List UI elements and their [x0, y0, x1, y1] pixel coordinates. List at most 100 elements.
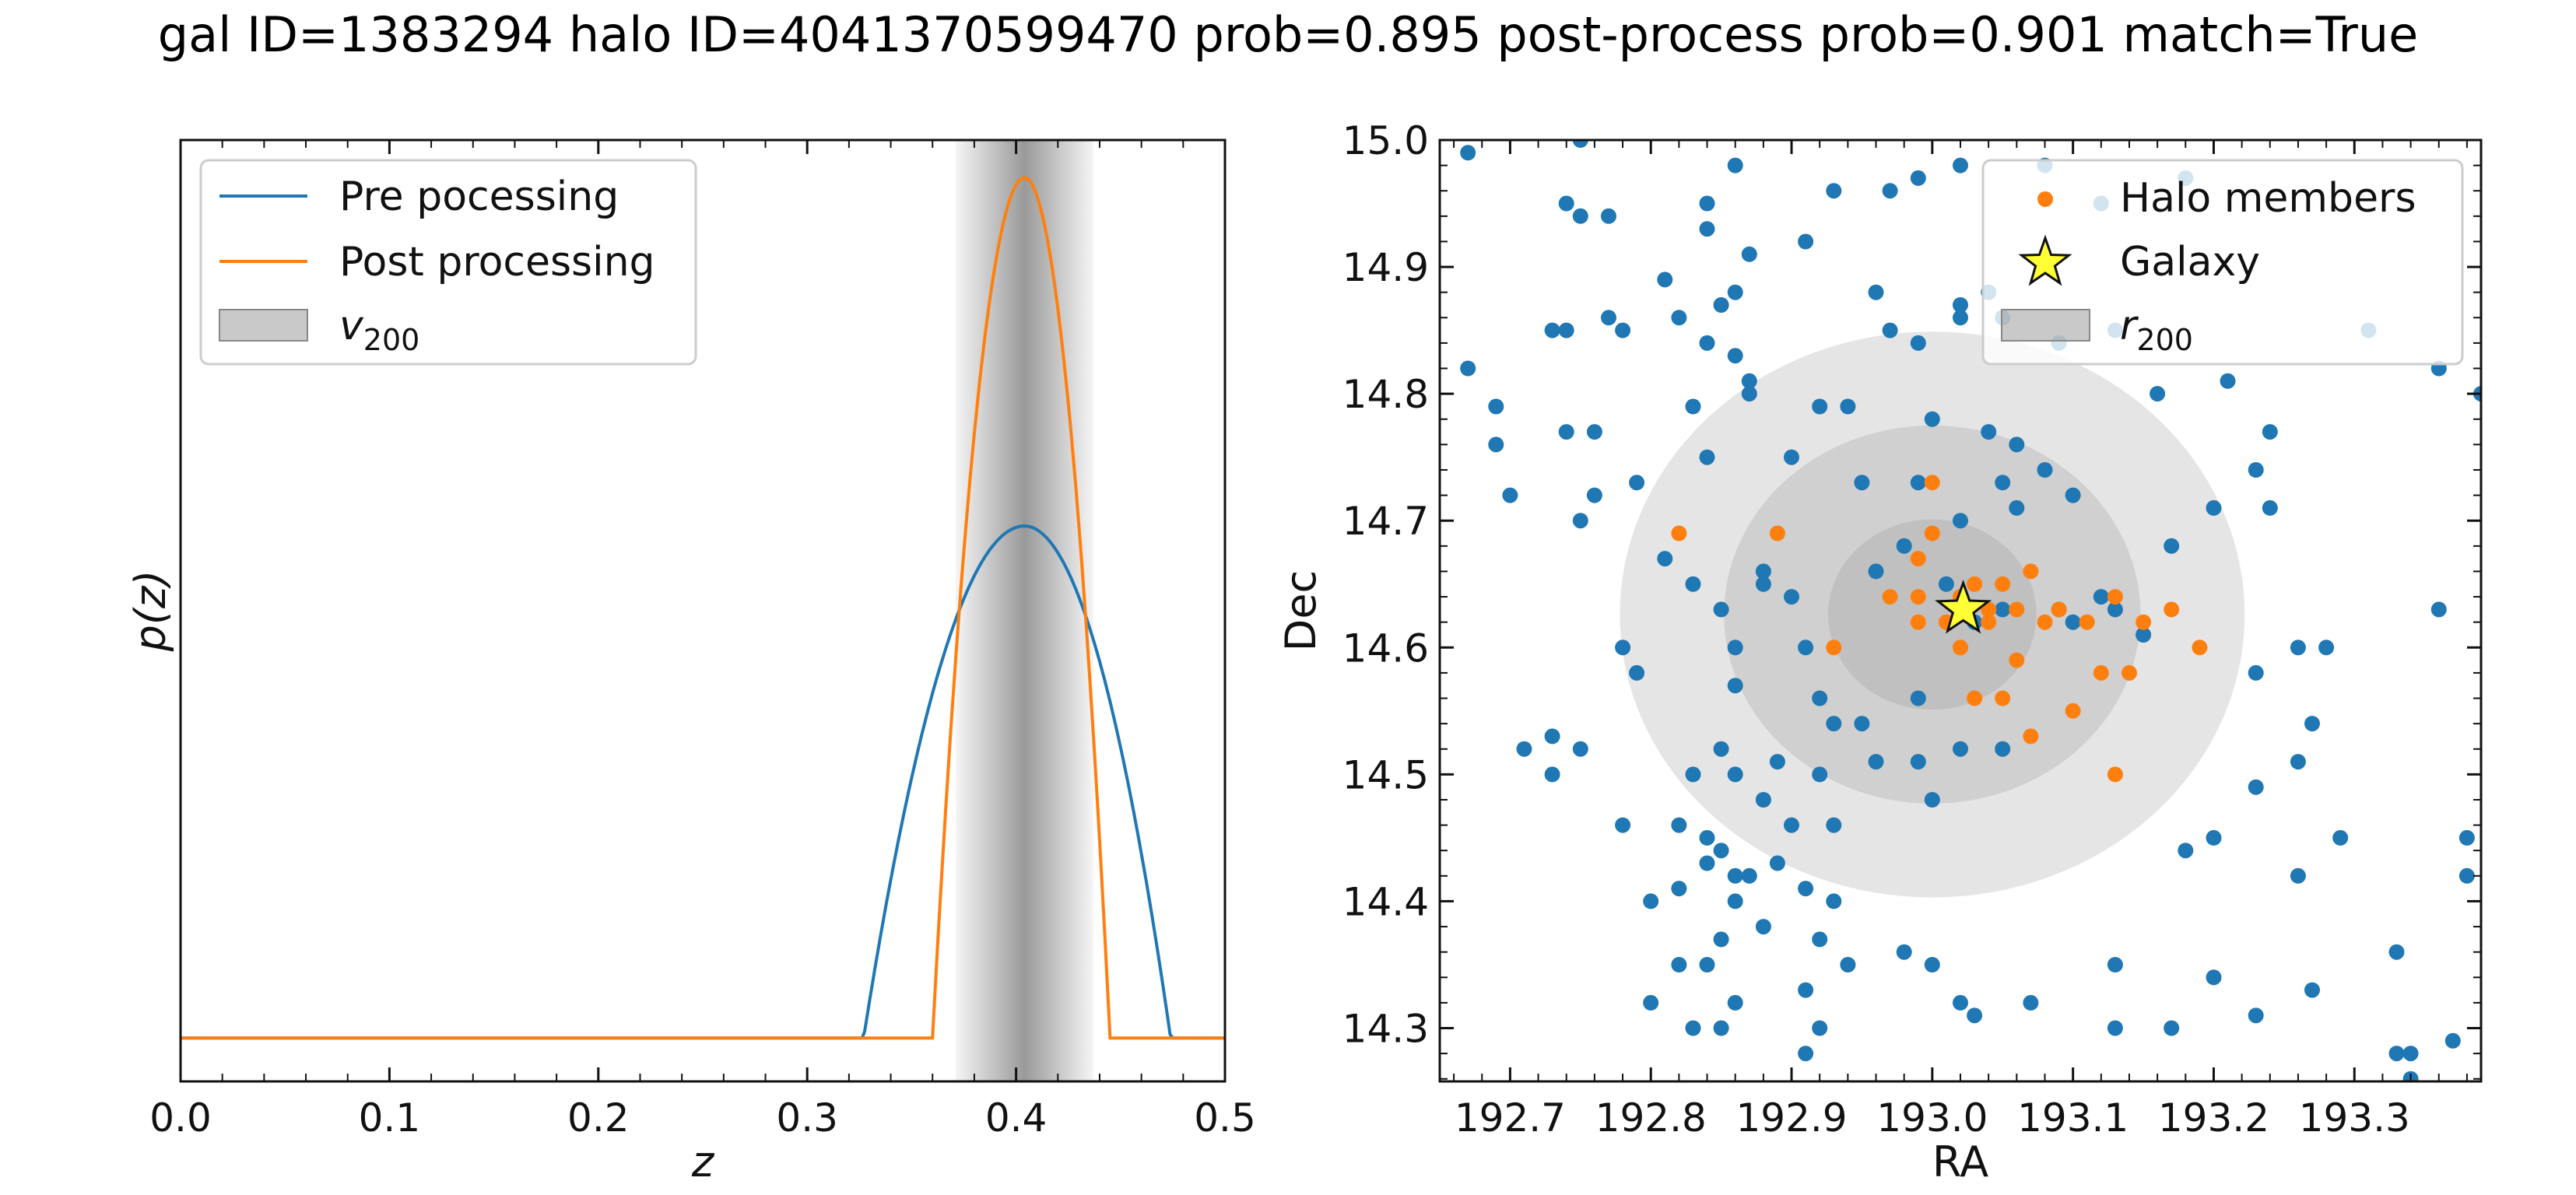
pz-panel: 0.0 0.1 0.2 0.3 0.4 0.5 z p(z) Pre pocessing … — [126, 138, 1256, 1186]
field-galaxy-point — [1685, 1020, 1701, 1036]
sky-xtick-label: 192.8 — [1595, 1095, 1707, 1141]
sky-ytick-label: 15.0 — [1342, 118, 1429, 163]
pz-xtick-label: 0.4 — [985, 1095, 1048, 1141]
field-galaxy-point — [1868, 563, 1884, 580]
field-galaxy-point — [1699, 335, 1715, 351]
field-galaxy-point — [2388, 1046, 2405, 1062]
field-galaxy-point — [1882, 322, 1898, 338]
field-galaxy-point — [1896, 538, 1912, 554]
field-galaxy-point — [1953, 994, 1968, 1011]
field-galaxy-point — [1727, 893, 1743, 909]
field-galaxy-point — [1727, 678, 1743, 694]
field-galaxy-point — [1643, 994, 1659, 1011]
halo-member-point — [2164, 601, 2180, 618]
field-galaxy-point — [1488, 436, 1504, 453]
field-galaxy-point — [2136, 627, 2152, 643]
halo-member-point — [1967, 576, 1983, 592]
field-galaxy-point — [1755, 792, 1771, 808]
field-galaxy-point — [1657, 272, 1673, 288]
field-galaxy-point — [1727, 766, 1743, 783]
halo-member-point — [1953, 640, 1968, 656]
field-galaxy-point — [1558, 424, 1574, 440]
field-galaxy-point — [1910, 690, 1926, 706]
field-galaxy-point — [1967, 1008, 1983, 1024]
field-galaxy-point — [2248, 462, 2264, 478]
field-galaxy-point — [1699, 221, 1715, 237]
field-galaxy-point — [1544, 766, 1560, 783]
sky-xlabel: RA — [1932, 1137, 1988, 1186]
galaxy-star-marker — [1935, 580, 1992, 634]
pz-xtick-label: 0.0 — [149, 1095, 212, 1141]
field-galaxy-point — [1544, 728, 1560, 745]
field-galaxy-point — [1953, 310, 1968, 326]
halo-member-point — [1981, 614, 1997, 630]
sky-xtick-label: 192.7 — [1455, 1095, 1566, 1141]
field-galaxy-point — [2220, 373, 2236, 389]
halo-member-point — [2051, 601, 2067, 618]
field-galaxy-point — [2023, 994, 2039, 1011]
halo-member-point — [1924, 525, 1940, 541]
halo-member-point — [2136, 614, 2152, 630]
field-galaxy-point — [1615, 817, 1631, 833]
field-galaxy-point — [1601, 208, 1616, 224]
field-galaxy-point — [1812, 690, 1828, 706]
field-galaxy-point — [1741, 386, 1757, 402]
field-galaxy-point — [1755, 576, 1771, 592]
sky-legend-label-r200: r200 — [2120, 303, 2193, 357]
field-galaxy-point — [1572, 741, 1588, 757]
pz-legend-label-post: Post processing — [339, 239, 655, 286]
field-galaxy-point — [1755, 563, 1771, 580]
field-galaxy-point — [1727, 157, 1743, 173]
field-galaxy-point — [1699, 855, 1715, 871]
sky-ytick-label: 14.5 — [1342, 752, 1429, 797]
field-galaxy-point — [2107, 1020, 2123, 1036]
halo-member-point — [1910, 551, 1926, 567]
field-galaxy-point — [1615, 640, 1631, 656]
field-galaxy-point — [2332, 829, 2349, 846]
field-galaxy-point — [2107, 957, 2123, 972]
field-galaxy-point — [1995, 601, 2011, 618]
field-galaxy-point — [1812, 931, 1828, 948]
field-galaxy-point — [2093, 589, 2109, 605]
sky-axes-ticks: 192.7 192.8 192.9 193.0 193.1 193.2 193.3 14.3 1… — [1342, 118, 2481, 1141]
field-galaxy-point — [1516, 741, 1532, 757]
field-galaxy-point — [1727, 284, 1743, 300]
field-galaxy-point — [1910, 754, 1926, 770]
field-galaxy-point — [1629, 664, 1645, 681]
sky-legend-star-icon — [2018, 234, 2072, 286]
halo-member-point — [2009, 601, 2025, 618]
field-galaxy-point — [1798, 233, 1814, 250]
field-galaxy-point — [1629, 475, 1645, 491]
field-galaxy-point — [1699, 957, 1715, 972]
field-galaxy-point — [1798, 982, 1814, 998]
field-galaxy-point — [1826, 817, 1842, 833]
field-galaxy-point — [1924, 957, 1940, 972]
pz-ylabel: p(z) — [126, 570, 175, 653]
pz-xtick-label: 0.2 — [567, 1095, 630, 1141]
field-galaxy-point — [1460, 145, 1476, 161]
field-galaxy-point — [1460, 360, 1476, 377]
sky-ylabel: Dec — [1276, 570, 1325, 652]
sky-legend-swatch-members — [2037, 191, 2053, 207]
field-galaxy-point — [2458, 829, 2475, 846]
sky-ytick-label: 14.6 — [1342, 626, 1429, 671]
field-galaxy-point — [1854, 475, 1870, 491]
field-galaxy-point — [1713, 931, 1729, 948]
field-galaxy-point — [1798, 881, 1814, 897]
field-galaxy-point — [1953, 157, 1968, 173]
field-galaxy-point — [1798, 1046, 1814, 1062]
field-galaxy-point — [2206, 499, 2222, 516]
field-galaxy-point — [2402, 1046, 2419, 1062]
field-galaxy-point — [1727, 994, 1743, 1011]
field-galaxy-point — [1572, 140, 1588, 148]
field-galaxy-point — [1910, 335, 1926, 351]
sky-legend-swatch-r200 — [2001, 309, 2090, 342]
field-galaxy-point — [2444, 1032, 2461, 1049]
field-galaxy-point — [2248, 1008, 2264, 1024]
halo-member-point — [2065, 703, 2081, 719]
halo-member-point — [2107, 589, 2123, 605]
sky-legend-label-members: Halo members — [2120, 175, 2416, 222]
field-galaxy-point — [2262, 424, 2278, 440]
field-galaxy-point — [1741, 867, 1757, 884]
